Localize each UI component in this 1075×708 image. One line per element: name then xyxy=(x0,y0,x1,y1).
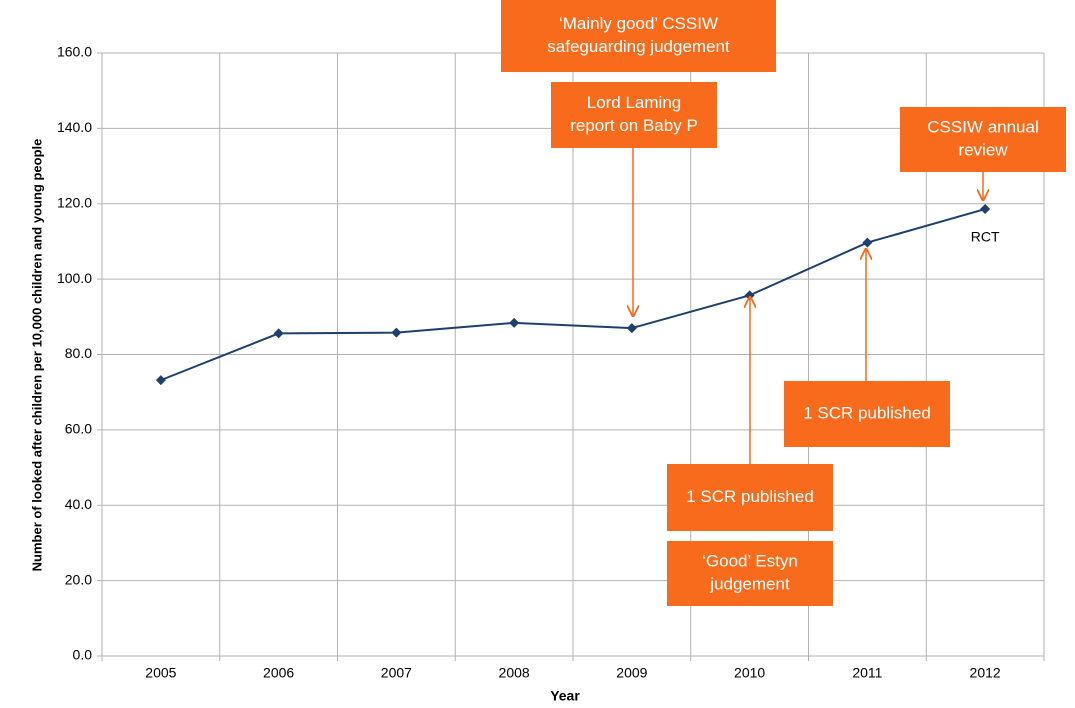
x-tick-label: 2007 xyxy=(381,665,412,681)
annotation-text: 1 SCR published xyxy=(803,403,931,422)
x-tick-label: 2010 xyxy=(734,665,765,681)
annotation-box xyxy=(667,464,833,531)
annotation-text: ‘Good’ Estyn xyxy=(702,551,798,570)
annotation-text: safeguarding judgement xyxy=(547,37,730,56)
annotation-text: Lord Laming xyxy=(587,93,682,112)
x-tick-label: 2008 xyxy=(499,665,530,681)
y-axis-title: Number of looked after children per 10,0… xyxy=(29,139,44,572)
x-axis-title: Year xyxy=(550,688,580,704)
annotation-text: review xyxy=(958,140,1008,159)
y-tick-label: 60.0 xyxy=(65,421,92,437)
marker xyxy=(980,204,991,215)
x-tick-label: 2009 xyxy=(616,665,647,681)
annotation-box xyxy=(900,107,1066,172)
x-tick-label: 2012 xyxy=(970,665,1001,681)
y-tick-label: 100.0 xyxy=(57,270,92,286)
marker xyxy=(391,327,402,338)
marker xyxy=(273,328,284,339)
y-tick-label: 40.0 xyxy=(65,496,92,512)
y-tick-label: 80.0 xyxy=(65,345,92,361)
marker xyxy=(862,237,873,248)
y-tick-label: 160.0 xyxy=(57,44,92,60)
marker xyxy=(155,375,166,386)
y-tick-label: 20.0 xyxy=(65,571,92,587)
y-tick-label: 140.0 xyxy=(57,119,92,135)
marker xyxy=(509,317,520,328)
y-tick-label: 0.0 xyxy=(73,647,93,663)
x-tick-label: 2011 xyxy=(852,665,882,681)
x-tick-label: 2006 xyxy=(263,665,294,681)
annotation-text: 1 SCR published xyxy=(686,487,814,506)
annotation-box xyxy=(501,0,776,72)
series-label: RCT xyxy=(971,229,1000,245)
annotation-box xyxy=(784,381,950,447)
annotation-text: ‘Mainly good’ CSSIW xyxy=(559,14,718,33)
annotation-text: CSSIW annual xyxy=(927,117,1039,136)
annotation-text: judgement xyxy=(709,574,790,593)
annotation-text: report on Baby P xyxy=(570,116,698,135)
annotation-box xyxy=(667,541,833,606)
x-tick-label: 2005 xyxy=(145,665,176,681)
annotation-box xyxy=(551,82,717,148)
y-tick-label: 120.0 xyxy=(57,194,92,210)
series-line xyxy=(160,208,986,382)
marker xyxy=(626,323,637,334)
